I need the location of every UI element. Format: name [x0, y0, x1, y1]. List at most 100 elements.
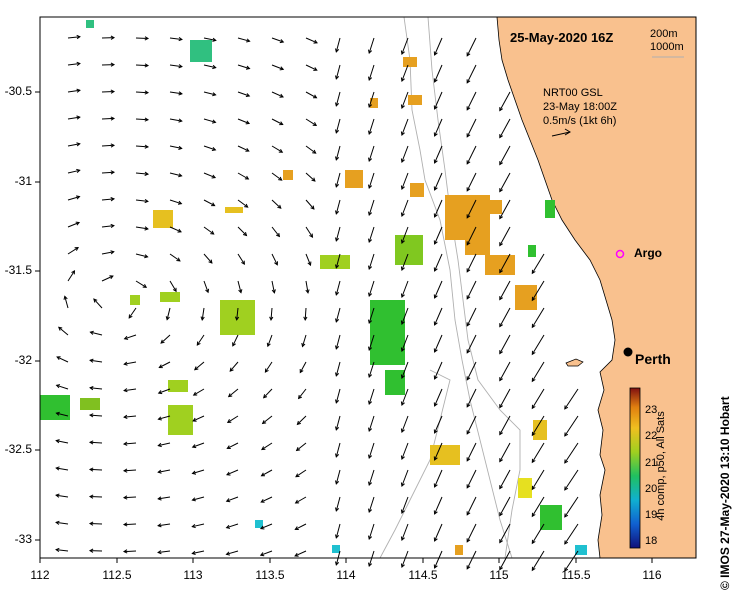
current-arrow-head	[279, 93, 284, 98]
current-arrow-head	[110, 116, 116, 121]
current-arrow-head	[57, 326, 63, 331]
argo-label: Argo	[634, 246, 662, 260]
current-arrow	[499, 361, 511, 381]
current-arrow-head	[368, 508, 373, 513]
current-arrow	[124, 415, 137, 418]
current-arrow	[401, 226, 409, 244]
current-arrow-head	[238, 289, 243, 294]
current-arrow-head	[400, 401, 405, 406]
current-arrow	[335, 469, 341, 485]
current-arrow	[158, 496, 171, 500]
date-label: 25-May-2020 16Z	[510, 30, 614, 45]
current-arrow	[434, 280, 443, 299]
current-arrow	[203, 172, 216, 179]
current-arrow-head	[295, 473, 300, 478]
current-arrow	[466, 199, 477, 219]
current-arrow-head	[211, 174, 217, 179]
current-arrow-head	[76, 168, 81, 173]
current-arrow-head	[368, 292, 373, 297]
current-arrow	[101, 117, 115, 120]
current-arrow	[335, 199, 341, 215]
current-arrow	[434, 307, 443, 326]
current-arrow	[267, 334, 273, 347]
current-arrow-head	[244, 175, 250, 180]
colorbar-tick: 21	[645, 457, 658, 469]
current-arrow	[135, 64, 149, 67]
current-arrow-head	[499, 188, 503, 193]
current-arrow-head	[564, 432, 569, 437]
current-arrow	[196, 334, 205, 346]
y-tick-label: -31	[14, 174, 32, 188]
current-arrow	[304, 307, 307, 321]
current-arrow	[564, 496, 579, 518]
scale-arrow	[551, 131, 571, 137]
current-arrow-head	[433, 159, 438, 164]
current-arrow	[531, 442, 545, 463]
current-arrow	[101, 225, 114, 228]
current-arrow-head	[144, 171, 150, 176]
current-arrow	[335, 64, 341, 80]
current-arrow	[123, 442, 137, 445]
y-tick-label: -30.5	[4, 84, 32, 98]
current-arrow-head	[205, 288, 210, 294]
current-arrow-head	[211, 146, 217, 151]
current-arrow-head	[122, 495, 128, 500]
current-arrow	[237, 280, 242, 293]
current-arrow	[271, 280, 275, 293]
current-arrow-head	[157, 390, 163, 395]
current-arrow	[158, 523, 171, 527]
current-arrow	[101, 198, 115, 201]
current-arrow	[434, 64, 443, 83]
current-arrow	[271, 226, 280, 237]
current-arrow	[237, 145, 250, 152]
current-arrow	[305, 145, 316, 154]
current-arrow	[434, 91, 443, 110]
current-arrow-head	[335, 534, 340, 539]
current-arrow	[193, 388, 205, 396]
current-arrow	[169, 172, 182, 177]
current-arrow-head	[433, 429, 438, 434]
current-arrow-head	[200, 316, 205, 321]
x-tick-label: 115	[489, 568, 509, 582]
current-arrow-head	[368, 184, 373, 189]
current-arrow-head	[89, 330, 94, 335]
current-arrow-head	[178, 64, 183, 69]
current-arrow-head	[368, 130, 373, 135]
colorbar-tick: 22	[645, 430, 658, 442]
current-arrow	[101, 251, 114, 255]
current-arrow	[295, 469, 307, 478]
current-arrow	[169, 118, 182, 122]
current-arrow	[89, 468, 103, 471]
current-arrow-head	[531, 404, 536, 410]
current-arrow	[169, 280, 177, 292]
current-arrow	[466, 415, 477, 435]
current-arrow-head	[368, 373, 373, 378]
current-arrow-head	[466, 241, 471, 246]
current-arrow	[158, 415, 171, 420]
current-arrow-head	[278, 148, 284, 153]
current-arrow	[499, 469, 511, 489]
current-arrow-head	[433, 105, 438, 110]
current-arrow-head	[279, 39, 285, 44]
current-arrow-head	[368, 238, 373, 243]
current-arrow-head	[564, 513, 569, 518]
current-arrow	[499, 91, 511, 111]
current-arrow-head	[531, 296, 536, 302]
current-arrow-head	[307, 261, 312, 267]
current-arrow	[124, 361, 137, 365]
current-arrow	[564, 469, 579, 491]
current-arrow-head	[368, 346, 373, 351]
current-arrow	[401, 253, 409, 271]
current-arrow-head	[466, 511, 471, 516]
current-arrow	[237, 226, 247, 236]
current-arrow	[226, 523, 239, 529]
current-arrow	[237, 253, 245, 265]
current-arrow-head	[245, 93, 251, 97]
current-arrow	[434, 145, 443, 164]
axis-ticks	[35, 91, 653, 563]
current-arrow-head	[564, 405, 569, 410]
current-arrow-head	[433, 564, 438, 569]
current-arrow	[434, 118, 443, 137]
current-arrow	[531, 496, 545, 517]
current-arrow	[236, 307, 239, 320]
